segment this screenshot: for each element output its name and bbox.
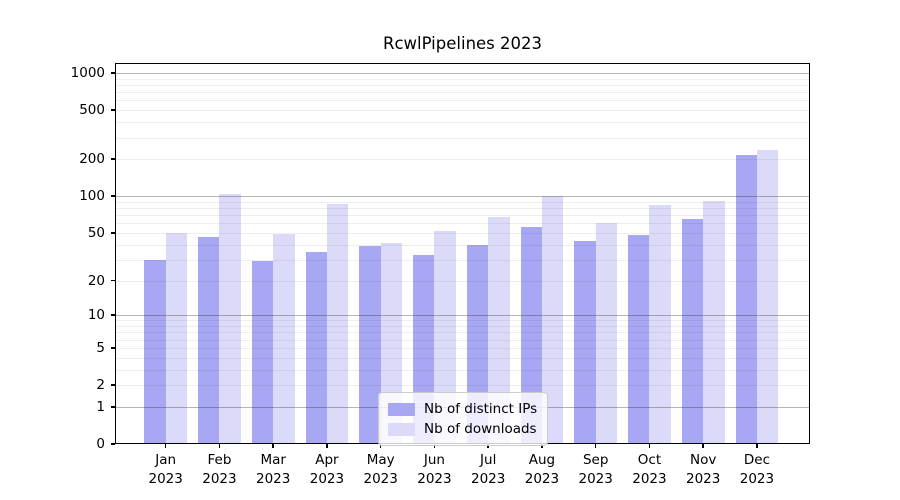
x-tick-mark-feb xyxy=(218,444,221,448)
y-tick-mark-1000 xyxy=(110,72,115,74)
bar-distinct-ips-may xyxy=(359,245,381,444)
bar-distinct-ips-mar xyxy=(251,261,274,444)
y-tick-label-10: 10 xyxy=(87,307,105,324)
gridline-700 xyxy=(115,92,810,94)
x-tick-label-mar: Mar 2023 xyxy=(256,452,291,487)
chart-title: RcwlPipelines 2023 xyxy=(382,34,543,53)
y-tick-mark-50 xyxy=(110,232,115,234)
bar-downloads-mar xyxy=(273,233,295,444)
x-tick-mark-oct xyxy=(648,444,651,448)
bar-distinct-ips-aug xyxy=(520,226,542,444)
x-tick-label-nov: Nov 2023 xyxy=(686,452,721,487)
y-tick-label-500: 500 xyxy=(79,102,105,119)
bar-distinct-ips-sep xyxy=(574,240,596,444)
gridline-400 xyxy=(115,122,810,124)
x-tick-mark-dec xyxy=(756,444,758,448)
x-tick-mark-jun xyxy=(433,444,436,448)
x-tick-label-may: May 2023 xyxy=(363,452,398,487)
bar-downloads-aug xyxy=(541,196,564,444)
x-tick-label-jun: Jun 2023 xyxy=(417,452,452,487)
legend-label-distinct-ips: Nb of distinct IPs xyxy=(424,401,538,417)
y-tick-mark-10 xyxy=(110,314,115,316)
bar-distinct-ips-jan xyxy=(144,259,166,444)
bar-distinct-ips-nov xyxy=(681,219,704,444)
y-tick-label-1000: 1000 xyxy=(70,65,105,81)
y-tick-label-2: 2 xyxy=(96,377,105,393)
y-tick-label-20: 20 xyxy=(87,272,105,289)
x-tick-mark-aug xyxy=(541,444,543,448)
legend: Nb of distinct IPs Nb of downloads xyxy=(378,392,549,446)
gridline-500 xyxy=(115,110,810,112)
gridline-800 xyxy=(115,85,810,86)
legend-swatch-downloads xyxy=(388,422,415,436)
x-tick-label-feb: Feb 2023 xyxy=(202,452,237,487)
x-tick-mark-jul xyxy=(487,444,489,448)
gridline-200 xyxy=(115,159,810,161)
y-tick-label-0: 0 xyxy=(96,436,105,452)
bar-downloads-jul xyxy=(488,217,510,444)
bar-distinct-ips-oct xyxy=(628,235,650,444)
y-tick-mark-0 xyxy=(110,443,115,445)
gridline-900 xyxy=(115,78,810,80)
x-tick-mark-jan xyxy=(164,444,167,448)
y-tick-label-100: 100 xyxy=(79,188,105,205)
y-tick-label-5: 5 xyxy=(96,339,105,356)
x-tick-label-oct: Oct 2023 xyxy=(632,452,667,487)
bar-distinct-ips-feb xyxy=(198,237,220,444)
x-tick-label-jan: Jan 2023 xyxy=(148,452,183,487)
bar-downloads-apr xyxy=(326,204,349,444)
x-tick-label-jul: Jul 2023 xyxy=(471,452,506,487)
bar-downloads-dec xyxy=(756,149,779,444)
plot-area xyxy=(115,63,810,444)
y-tick-mark-2 xyxy=(110,384,115,386)
x-tick-mark-apr xyxy=(326,444,328,448)
bar-distinct-ips-dec xyxy=(735,155,757,444)
x-tick-mark-nov xyxy=(702,444,704,448)
bar-downloads-nov xyxy=(703,201,725,444)
x-tick-mark-mar xyxy=(272,444,274,448)
bar-downloads-oct xyxy=(649,205,671,444)
y-tick-mark-20 xyxy=(110,279,115,282)
x-tick-label-apr: Apr 2023 xyxy=(309,452,345,487)
bar-downloads-sep xyxy=(595,223,618,444)
legend-entry-distinct-ips: Nb of distinct IPs xyxy=(388,399,537,419)
gridline-300 xyxy=(115,137,810,139)
bar-downloads-feb xyxy=(219,194,241,444)
bar-downloads-jan xyxy=(165,232,188,444)
gridline-600 xyxy=(115,100,810,102)
x-tick-mark-may xyxy=(379,444,382,448)
y-tick-mark-1 xyxy=(110,406,115,408)
legend-entry-downloads: Nb of downloads xyxy=(388,419,537,439)
bar-distinct-ips-apr xyxy=(305,251,327,444)
bar-downloads-jun xyxy=(434,230,456,444)
y-tick-label-1: 1 xyxy=(96,398,105,415)
y-tick-mark-500 xyxy=(110,109,115,111)
x-tick-label-sep: Sep 2023 xyxy=(578,452,613,487)
legend-swatch-distinct-ips xyxy=(388,402,415,416)
y-tick-mark-200 xyxy=(110,158,115,160)
y-tick-mark-100 xyxy=(110,195,115,197)
x-tick-mark-sep xyxy=(594,444,597,448)
x-tick-label-dec: Dec 2023 xyxy=(739,452,775,487)
y-tick-mark-5 xyxy=(110,347,115,349)
legend-label-downloads: Nb of downloads xyxy=(424,421,537,437)
y-tick-label-50: 50 xyxy=(87,224,105,241)
x-tick-label-aug: Aug 2023 xyxy=(524,452,560,487)
y-tick-label-200: 200 xyxy=(79,151,105,168)
gridline-1000 xyxy=(115,73,810,74)
